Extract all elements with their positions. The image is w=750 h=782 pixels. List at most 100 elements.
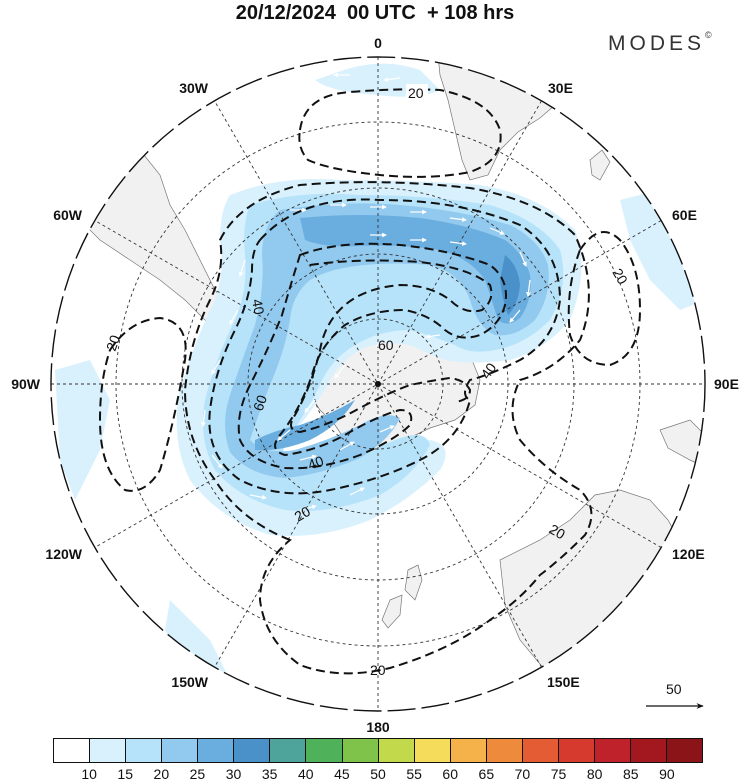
wind-band-35 bbox=[500, 255, 520, 315]
colorbar-tick: 35 bbox=[261, 766, 278, 782]
colorbar-swatch bbox=[162, 739, 199, 762]
colorbar-tick: 55 bbox=[406, 766, 422, 782]
colorbar-swatch bbox=[270, 739, 307, 762]
colorbar-swatch bbox=[90, 739, 127, 762]
colorbar-tick: 50 bbox=[370, 766, 386, 782]
colorbar-swatch bbox=[450, 739, 487, 762]
lon-label-150w: 150W bbox=[171, 674, 208, 690]
colorbar-tick: 45 bbox=[334, 766, 350, 782]
colorbar-tick: 25 bbox=[189, 766, 206, 782]
wind-arrow bbox=[379, 425, 395, 433]
wind-arrow bbox=[277, 429, 291, 441]
wind-arrow bbox=[489, 227, 505, 235]
contours bbox=[98, 88, 642, 675]
colorbar bbox=[53, 738, 703, 763]
wind-band-30 bbox=[300, 215, 531, 324]
wind-arrow bbox=[229, 309, 239, 325]
contour-label: 20 bbox=[370, 662, 386, 678]
wind-patch-west bbox=[55, 360, 110, 500]
wind-arrow bbox=[526, 279, 531, 297]
wind-arrow bbox=[375, 339, 391, 347]
colorbar-swatch bbox=[486, 739, 523, 762]
colorbar-tick: 20 bbox=[153, 766, 170, 782]
lon-label-30e: 30E bbox=[548, 80, 573, 96]
contour-outer-40 bbox=[208, 198, 562, 495]
contour-60 bbox=[290, 259, 493, 434]
map-body: 20 40 20 60 60 40 40 20 20 20 20 bbox=[51, 57, 705, 711]
colorbar-tick: 40 bbox=[297, 766, 314, 782]
meridian-120e-60w bbox=[94, 220, 662, 548]
lon-label-180: 180 bbox=[366, 719, 390, 735]
land-new-zealand-north bbox=[404, 564, 423, 601]
contour-west-20 bbox=[98, 316, 187, 492]
contour-label: 20 bbox=[292, 503, 314, 525]
colorbar-ticks: 10 15 20 25 30 35 40 45 50 55 60 65 70 7… bbox=[53, 766, 703, 782]
wind-arrow bbox=[425, 334, 441, 339]
wind-arrow bbox=[211, 454, 223, 469]
colorbar-swatch bbox=[414, 739, 451, 762]
colorbar-swatch bbox=[342, 739, 379, 762]
colorbar-tick: 15 bbox=[117, 766, 134, 782]
lon-label-150e: 150E bbox=[547, 674, 580, 690]
meridian-30e-150w bbox=[214, 100, 542, 668]
land-madagascar bbox=[589, 149, 611, 181]
wind-arrow bbox=[449, 217, 467, 222]
wind-vectors bbox=[201, 72, 531, 511]
colorbar-swatch bbox=[631, 739, 668, 762]
contour-label: 40 bbox=[306, 452, 326, 472]
contour-label: 60 bbox=[250, 393, 270, 413]
wind-patch-southwest bbox=[165, 600, 230, 680]
colorbar-swatch bbox=[306, 739, 343, 762]
wind-arrow bbox=[211, 359, 221, 375]
wind-arrow bbox=[238, 259, 246, 277]
colorbar-swatch bbox=[558, 739, 595, 762]
meridian-60e-120w bbox=[94, 220, 662, 548]
colorbar-swatch bbox=[378, 739, 415, 762]
colorbar-swatch bbox=[198, 739, 235, 762]
land-new-zealand-south bbox=[381, 594, 403, 629]
colorbar-swatch bbox=[126, 739, 163, 762]
colorbar-tick: 90 bbox=[659, 766, 675, 782]
lon-label-60w: 60W bbox=[53, 207, 83, 223]
wind-arrow bbox=[304, 399, 316, 413]
colorbar-swatch bbox=[594, 739, 631, 762]
contour-label: 40 bbox=[249, 298, 267, 316]
longitude-labels: 0 30E 60E 90E 120E 150E 180 150W 120W 90… bbox=[11, 35, 739, 735]
copyright-mark: © bbox=[705, 30, 712, 40]
wind-patch-east bbox=[620, 190, 705, 310]
reference-vector-label: 50 bbox=[666, 681, 682, 697]
lon-label-90e: 90E bbox=[714, 376, 739, 392]
contour-outer-20 bbox=[183, 181, 593, 675]
colorbar-tick: 70 bbox=[514, 766, 531, 782]
reference-vector: 50 bbox=[646, 681, 704, 709]
colorbar-tick: 75 bbox=[550, 766, 567, 782]
colorbar-swatch bbox=[234, 739, 271, 762]
wind-arrow bbox=[349, 487, 365, 496]
colorbar-tick: 10 bbox=[81, 766, 97, 782]
lon-label-0: 0 bbox=[374, 35, 382, 51]
brand-logo: MODES© bbox=[608, 30, 712, 55]
contour-label: 20 bbox=[609, 266, 631, 288]
wind-arrow bbox=[509, 309, 521, 323]
colorbar-tick: 60 bbox=[442, 766, 459, 782]
colorbar-tick: 30 bbox=[225, 766, 242, 782]
contour-label: 60 bbox=[378, 337, 394, 353]
contour-labels: 20 40 20 60 60 40 40 20 20 20 20 bbox=[103, 84, 631, 678]
wind-arrow bbox=[519, 251, 527, 267]
contour-east-20 bbox=[567, 231, 642, 367]
wind-arrow bbox=[334, 364, 346, 379]
wind-arrow bbox=[249, 494, 267, 500]
lon-label-30w: 30W bbox=[179, 80, 209, 96]
map-title: 20/12/2024 00 UTC + 108 hrs bbox=[235, 2, 515, 24]
colorbar-swatch bbox=[667, 739, 703, 762]
wind-arrow bbox=[383, 77, 401, 82]
colorbar-tick: 80 bbox=[586, 766, 603, 782]
wind-arrow bbox=[299, 504, 317, 511]
lon-label-120w: 120W bbox=[45, 546, 82, 562]
map-boundary bbox=[50, 56, 706, 712]
wind-arrow bbox=[449, 241, 467, 246]
contour-inner-40 bbox=[237, 242, 507, 470]
meridian-150e-30w bbox=[214, 100, 542, 668]
lon-label-120e: 120E bbox=[672, 546, 705, 562]
